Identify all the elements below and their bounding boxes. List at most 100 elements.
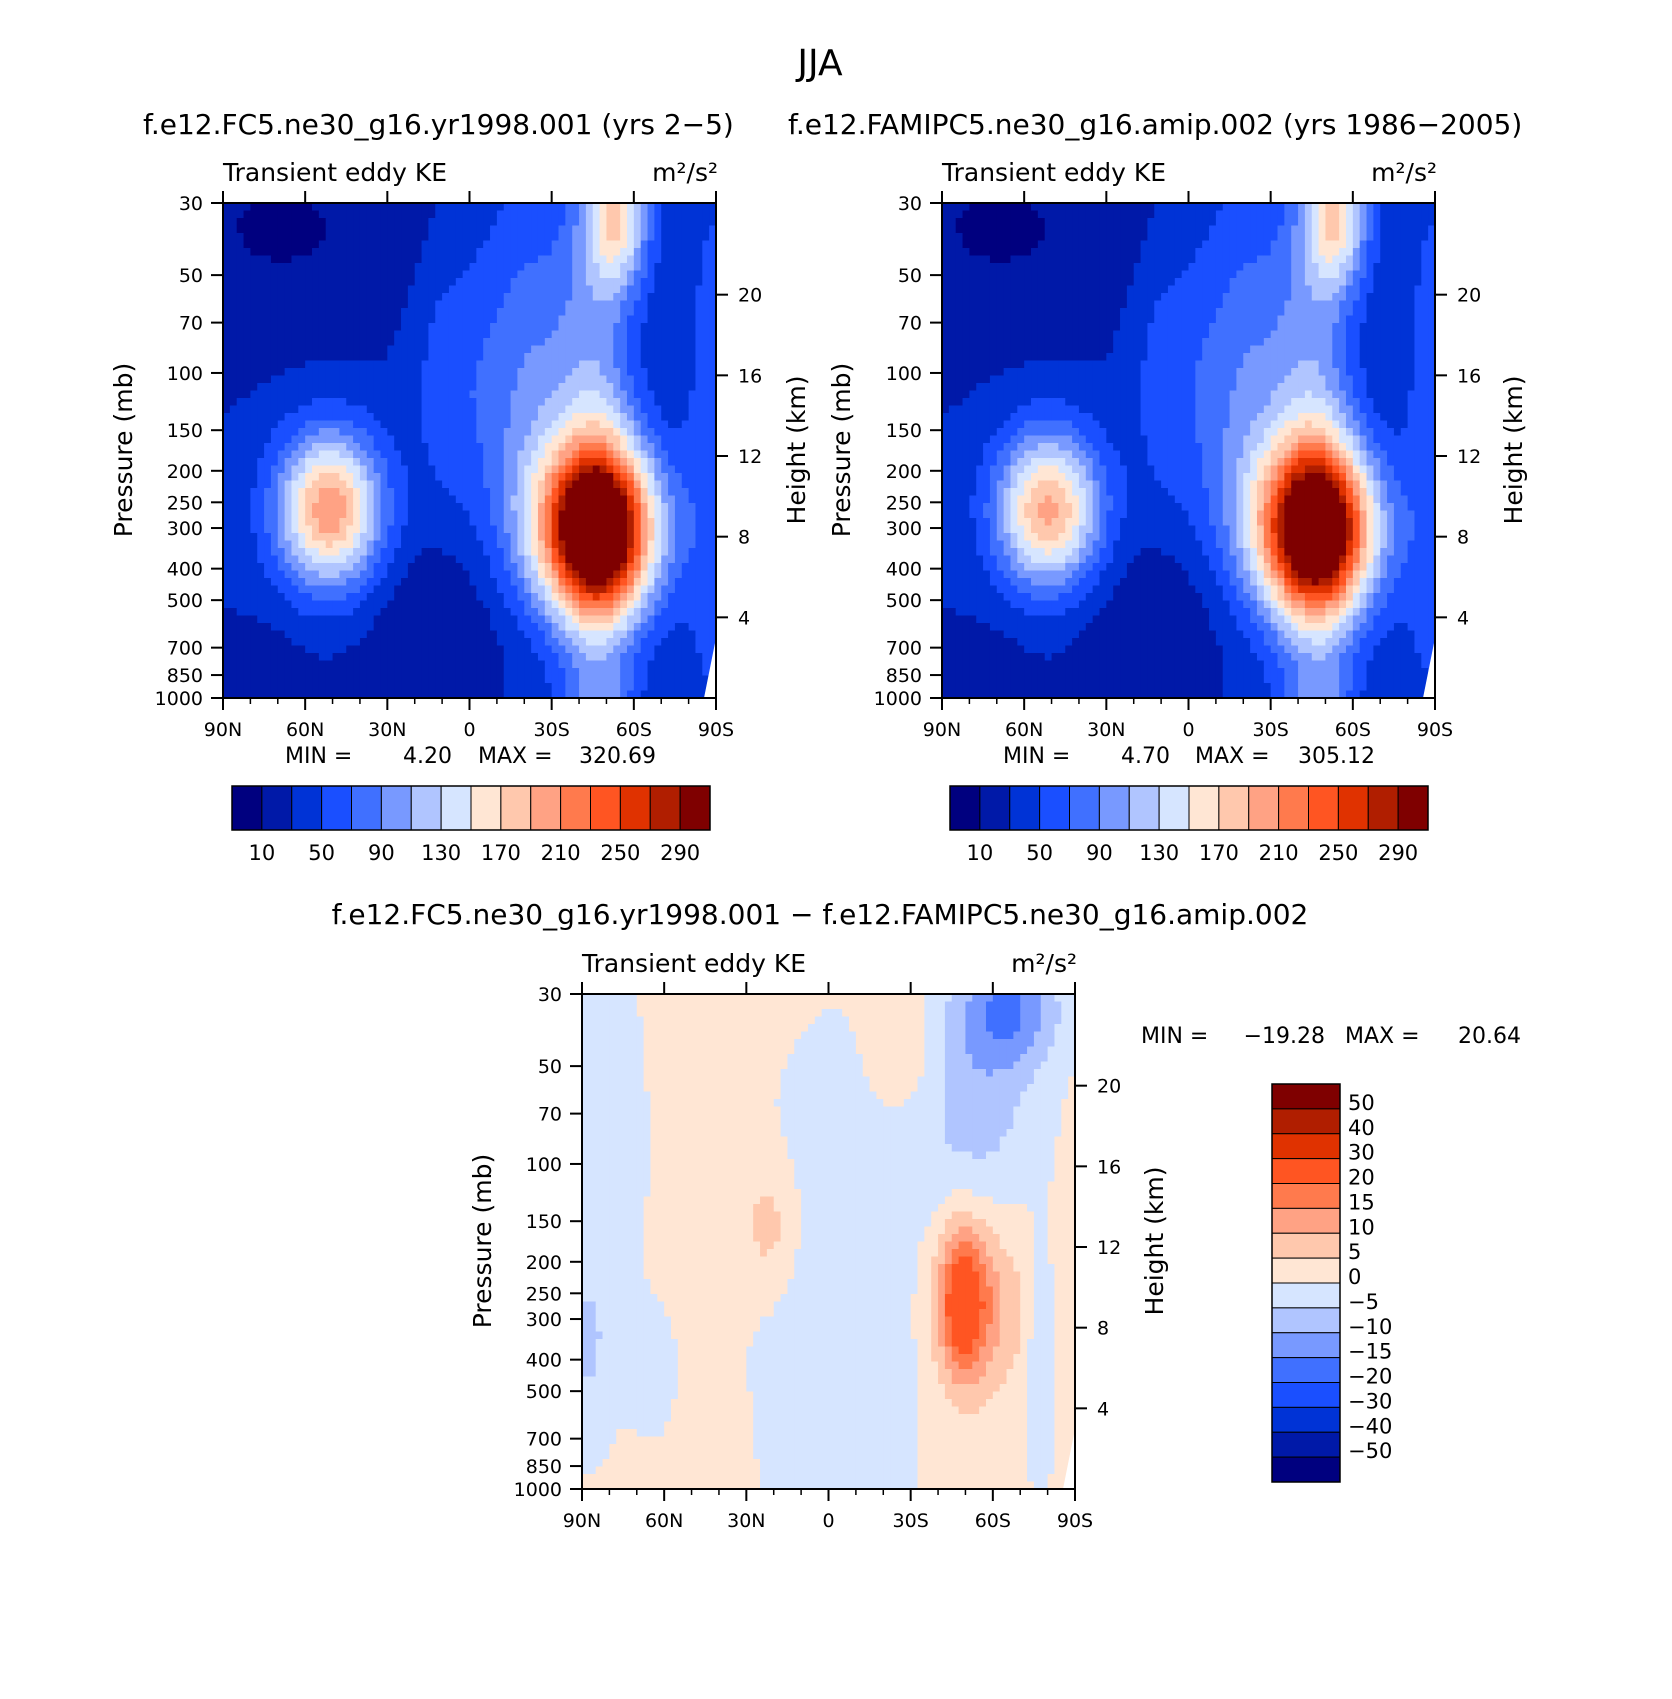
contour-cell xyxy=(647,203,655,212)
contour-cell xyxy=(688,308,697,317)
contour-cell xyxy=(442,473,450,482)
contour-cell xyxy=(709,503,716,512)
contour-cell xyxy=(524,323,532,332)
contour-cell xyxy=(394,345,402,354)
contour-cell xyxy=(462,548,471,557)
contour-cell xyxy=(448,480,457,489)
contour-cell xyxy=(325,225,334,234)
contour-cell xyxy=(270,630,279,639)
contour-cell xyxy=(517,623,525,632)
contour-cell xyxy=(579,263,587,272)
contour-cell xyxy=(544,383,553,392)
contour-cell xyxy=(661,533,669,542)
contour-cell xyxy=(558,630,566,639)
contour-cell xyxy=(551,330,560,339)
contour-cell xyxy=(585,675,594,684)
contour-cell xyxy=(223,428,231,437)
contour-cell xyxy=(613,533,621,542)
contour-cell xyxy=(709,413,716,422)
contour-cell xyxy=(346,233,354,242)
contour-cell xyxy=(236,578,245,587)
contour-cell xyxy=(483,600,491,609)
contour-cell xyxy=(318,473,327,482)
contour-cell xyxy=(599,488,608,497)
contour-cell xyxy=(709,435,716,444)
contour-cell xyxy=(592,503,601,512)
contour-cell xyxy=(339,488,347,497)
contour-cell xyxy=(455,653,464,662)
contour-cell xyxy=(257,585,265,594)
contour-cell xyxy=(633,555,642,564)
contour-cell xyxy=(373,675,382,684)
contour-cell xyxy=(407,465,416,474)
contour-cell xyxy=(325,398,334,407)
contour-cell xyxy=(428,540,436,549)
contour-cell xyxy=(510,398,519,407)
contour-cell xyxy=(702,330,710,339)
height-tick-label: 16 xyxy=(738,365,762,387)
contour-cell xyxy=(606,615,614,624)
contour-cell xyxy=(387,690,395,698)
contour-cell xyxy=(366,300,375,309)
contour-cell xyxy=(633,608,642,617)
contour-cell xyxy=(688,293,697,302)
contour-cell xyxy=(366,675,375,684)
contour-cell xyxy=(1339,203,1347,212)
contour-cell xyxy=(592,458,601,467)
contour-cell xyxy=(380,330,388,339)
contour-cell xyxy=(551,285,560,294)
contour-cell xyxy=(264,638,272,647)
contour-cell xyxy=(654,668,662,677)
contour-cell xyxy=(312,578,320,587)
contour-cell xyxy=(620,540,628,549)
contour-cell xyxy=(613,593,621,602)
contour-cell xyxy=(483,360,491,369)
contour-cell xyxy=(633,615,642,624)
contour-cell xyxy=(421,360,430,369)
contour-cell xyxy=(640,375,649,384)
contour-cell xyxy=(531,435,539,444)
contour-cell xyxy=(250,308,258,317)
contour-cell xyxy=(681,668,690,677)
contour-cell xyxy=(524,338,532,347)
contour-cell xyxy=(517,548,525,557)
contour-cell xyxy=(674,488,683,497)
contour-cell xyxy=(380,405,388,414)
contour-cell xyxy=(695,330,703,339)
contour-cell xyxy=(496,480,505,489)
contour-cell xyxy=(250,390,258,399)
contour-cell xyxy=(380,420,388,429)
contour-cell xyxy=(312,338,320,347)
colorbar-swatch xyxy=(351,785,382,831)
contour-cell xyxy=(298,210,306,219)
contour-cell xyxy=(661,630,669,639)
contour-cell xyxy=(599,638,608,647)
contour-cell xyxy=(284,345,293,354)
contour-cell xyxy=(284,615,293,624)
contour-cell xyxy=(442,555,450,564)
contour-cell xyxy=(448,225,457,234)
contour-cell xyxy=(236,585,245,594)
contour-cell xyxy=(647,570,655,579)
contour-cell xyxy=(695,218,703,227)
contour-cell xyxy=(674,653,683,662)
contour-cell xyxy=(250,503,258,512)
contour-cell xyxy=(544,510,553,519)
contour-cell xyxy=(387,278,395,287)
contour-cell xyxy=(579,413,587,422)
contour-cell xyxy=(537,668,546,677)
contour-cell xyxy=(544,690,553,698)
contour-cell xyxy=(585,495,594,504)
contour-cell xyxy=(531,518,539,527)
contour-cell xyxy=(414,510,423,519)
contour-cell xyxy=(661,555,669,564)
contour-cell xyxy=(606,375,614,384)
contour-cell xyxy=(688,495,697,504)
contour-cell xyxy=(613,345,621,354)
contour-cell xyxy=(455,428,464,437)
contour-cell xyxy=(709,623,716,632)
contour-cell xyxy=(250,233,258,242)
contour-cell xyxy=(565,503,573,512)
contour-cell xyxy=(524,270,532,279)
contour-cell xyxy=(455,285,464,294)
